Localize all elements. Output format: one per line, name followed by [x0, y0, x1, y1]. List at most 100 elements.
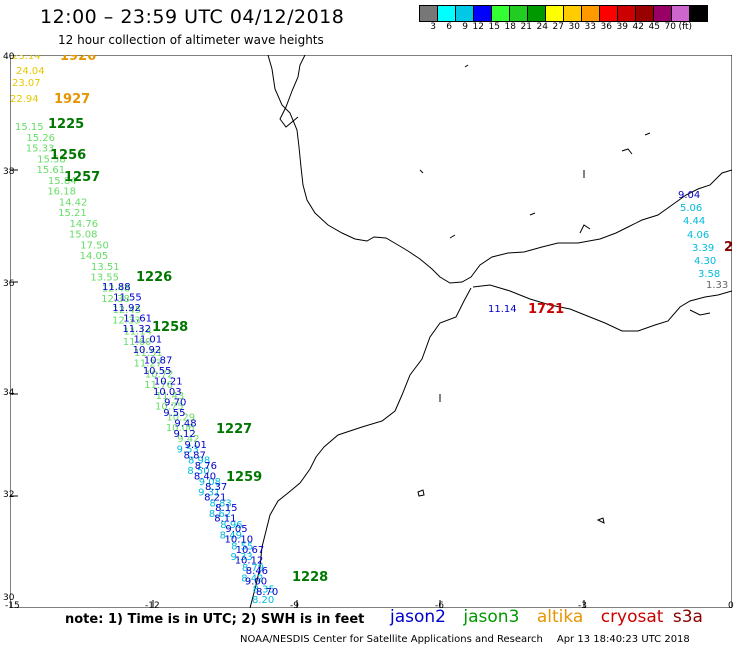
jason3-swh-value: 13.51 — [91, 262, 120, 273]
jason3-swh-value: 8.35 — [253, 584, 275, 595]
jason3-swh-value: 9.42 — [177, 434, 199, 445]
jason2-swh-value: 11.55 — [113, 293, 142, 304]
color-swatch — [491, 5, 510, 22]
lat-label: 32 — [3, 490, 15, 500]
jason3-swh-value: 11.14 — [123, 326, 152, 337]
jason2-swh-value: 8.21 — [204, 492, 226, 503]
jason3-swh-value: 11.27 — [134, 359, 163, 370]
jason3-pass-label: 1225 — [48, 117, 84, 132]
jason2-swh-value: 10.55 — [143, 366, 172, 377]
jason3-swh-value: 15.61 — [37, 165, 66, 176]
jason3-swh-value: 10.06 — [166, 423, 195, 434]
page-subtitle: 12 hour collection of altimeter wave hei… — [58, 33, 324, 47]
jason2-swh-value: 8.46 — [246, 566, 268, 577]
jason2-swh-value: 11.32 — [122, 324, 151, 335]
jason3-pass-label: 1257 — [64, 170, 100, 185]
color-scale-label: (ft) — [678, 22, 692, 32]
jason2-swh-value: 10.92 — [133, 345, 162, 356]
jason2-swh-value: 9.70 — [164, 398, 186, 409]
color-scale-label: 3 — [430, 22, 436, 32]
jason3-swh-value: 15.84 — [48, 176, 77, 187]
altika-swh-value: 23.14 — [12, 55, 41, 62]
color-swatch — [581, 5, 600, 22]
color-swatch — [473, 5, 492, 22]
jason2-swh-value: 8.37 — [205, 482, 227, 493]
jason2-swh-value: 8.40 — [194, 471, 216, 482]
jason3-swh-value: 14.42 — [59, 197, 88, 208]
jason2-swh-value: 11.01 — [134, 335, 163, 346]
jason3-swh-value: 10.29 — [166, 412, 195, 423]
jason3-swh-value: 14.05 — [80, 251, 109, 262]
jason2-swh-value: 10.87 — [144, 356, 173, 367]
color-scale-label: 24 — [536, 22, 548, 32]
jason2-swh-value: 8.70 — [256, 587, 278, 598]
jason2-swh-value: 8.76 — [195, 461, 217, 472]
graticule — [10, 169, 585, 608]
jason3-swh-value: 11.60 — [123, 337, 152, 348]
color-scale-label: 9 — [462, 22, 468, 32]
jason3-swh-value: 8.55 — [231, 541, 253, 552]
jason3-swh-value: 12.33 — [112, 316, 141, 327]
lat-label: 38 — [3, 167, 15, 177]
coastline — [249, 55, 732, 608]
lat-label: 36 — [3, 279, 15, 289]
jason2-swh-value: 11.14 — [488, 304, 517, 315]
jason3-swh-value: 9.33 — [230, 552, 252, 563]
lon-label: -9 — [290, 601, 299, 611]
jason3-swh-value: 12.45 — [113, 305, 142, 316]
color-scale-label: 42 — [632, 22, 644, 32]
jason3-swh-value: 13.55 — [90, 273, 119, 284]
jason3-swh-value: 8.50 — [187, 466, 209, 477]
jason2-swh-value: 9.55 — [163, 408, 185, 419]
altika-pass-label: 1926 — [60, 55, 96, 64]
color-scale-labels: 3 6 9 12 15 18 21 24 27 30 33 36 39 42 45 70 (ft) — [420, 22, 692, 32]
cyan-swh-value: 5.06 — [680, 203, 702, 214]
legend-jason3: jason3 — [463, 607, 520, 627]
pass-labels: 1225 1256 1257 1226 1258 1227 1259 1228 1926 1927… — [48, 55, 732, 585]
altika-swh-value: 22.94 — [10, 94, 39, 105]
jason2-swh-value: 9.12 — [173, 429, 195, 440]
jason2-swh-value: 8.87 — [184, 450, 206, 461]
jason3-swh-value: 17.50 — [80, 240, 109, 251]
altika-pass-label: 1927 — [54, 92, 90, 107]
color-swatch — [617, 5, 636, 22]
cyan-swh-value: 4.30 — [694, 256, 716, 267]
jason3-pass-label: 1259 — [226, 470, 262, 485]
color-swatch — [545, 5, 564, 22]
color-scale-label: 12 — [472, 22, 484, 32]
lon-label: -3 — [578, 601, 587, 611]
jason2-swh-value: 10.67 — [236, 545, 265, 556]
note-text: note: 1) Time is in UTC; 2) SWH is in fe… — [65, 612, 365, 627]
jason3-swh-value: 11.51 — [134, 348, 163, 359]
color-swatch — [419, 5, 438, 22]
jason3-swh-value: 12.48 — [102, 283, 131, 294]
color-swatch — [563, 5, 582, 22]
legend-jason2: jason2 — [390, 607, 446, 627]
color-swatch — [653, 5, 672, 22]
jason2-swh-value: 11.92 — [112, 303, 141, 314]
jason3-swh-value: 9.08 — [199, 477, 221, 488]
lon-label: -15 — [5, 601, 20, 611]
color-scale-label: 70 — [664, 22, 676, 32]
satellite-legend: jason2 jason3 altika cryosat s3a — [390, 607, 715, 627]
page-title: 12:00 – 23:59 UTC 04/12/2018 — [40, 6, 345, 28]
lat-label: 40 — [3, 52, 15, 62]
jason3-swh-value: 8.20 — [252, 595, 274, 606]
lat-label: 30 — [3, 593, 15, 603]
footer: NOAA/NESDIS Center for Satellite Applica… — [240, 634, 690, 645]
cyan-swh-value: 3.58 — [698, 269, 720, 280]
cyan-swh-value: 4.06 — [687, 230, 709, 241]
jason3-swh-value: 15.08 — [69, 230, 98, 241]
jason2-swh-value: 9.48 — [174, 419, 196, 430]
jason2-swh-value: 11.88 — [102, 282, 131, 293]
jason3-swh-value: 8.96 — [220, 520, 242, 531]
jason3-pass-label: 1228 — [292, 570, 328, 585]
color-swatch — [689, 5, 708, 22]
cyan-swh-value: 3.39 — [692, 243, 714, 254]
altika-swh-value: 23.07 — [12, 78, 41, 89]
jason3-swh-value: 9.53 — [177, 445, 199, 456]
jason3-track: 15.1515.2615.3315.5815.6115.8416.1814.42… — [15, 122, 275, 606]
color-scale-label: 30 — [568, 22, 580, 32]
color-swatch — [671, 5, 690, 22]
